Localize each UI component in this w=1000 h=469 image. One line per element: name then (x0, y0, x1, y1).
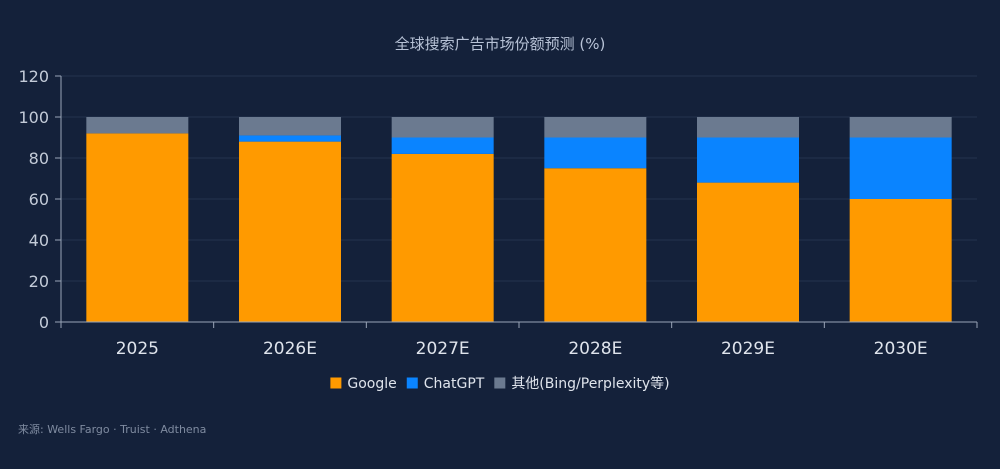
y-tick-label-120: 120 (18, 67, 49, 86)
x-tick-label-2029E: 2029E (721, 339, 775, 359)
gridlines (61, 75, 977, 282)
bar-2028E-google (544, 168, 647, 322)
legend-swatch-google (330, 377, 342, 389)
legend-swatch-other (494, 377, 506, 389)
bar-2026E-other (239, 117, 341, 136)
bar-2029E-other (697, 117, 799, 138)
bar-2029E-chatgpt (697, 137, 799, 183)
bar-2030E-google (849, 199, 952, 322)
x-tick-label-2028E: 2028E (568, 339, 622, 359)
bar-2030E-other (849, 117, 952, 138)
bar-2028E-chatgpt (544, 137, 647, 169)
legend-swatch-chatgpt (406, 377, 418, 389)
bar-2027E-google (391, 153, 494, 322)
bars (86, 117, 952, 322)
y-tick-label-80: 80 (29, 149, 49, 168)
bar-2025-google (86, 133, 189, 322)
legend-label-chatgpt: ChatGPT (424, 376, 485, 392)
x-tick-label-2025: 2025 (116, 339, 159, 359)
bar-2025-other (86, 117, 189, 134)
bar-2027E-chatgpt (391, 137, 494, 154)
legend-label-google: Google (347, 376, 396, 392)
legend: Google ChatGPT 其他(Bing/Perplexity等) (330, 375, 670, 392)
bar-2026E-chatgpt (239, 135, 341, 142)
x-tick-label-2026E: 2026E (263, 339, 317, 359)
axes: 0 20 40 60 80 100 120 2025 2026E 2027E 2028E 2029E 2… (18, 67, 978, 359)
x-tick-label-2030E: 2030E (874, 339, 928, 359)
source-note: 来源: Wells Fargo · Truist · Adthena (18, 422, 206, 436)
bar-2029E-google (697, 182, 799, 322)
y-tick-label-100: 100 (18, 108, 49, 127)
legend-label-other: 其他(Bing/Perplexity等) (511, 375, 669, 392)
bar-2028E-other (544, 117, 647, 138)
y-tick-label-60: 60 (29, 190, 49, 209)
y-tick-label-40: 40 (29, 231, 49, 250)
chart-title: 全球搜索广告市场份额预测 (%) (395, 35, 606, 53)
x-tick-label-2027E: 2027E (416, 339, 470, 359)
y-tick-label-20: 20 (29, 272, 49, 291)
bar-2030E-chatgpt (849, 137, 952, 199)
bar-2027E-other (391, 117, 494, 138)
bar-2026E-google (239, 141, 341, 322)
y-tick-label-0: 0 (39, 313, 49, 332)
